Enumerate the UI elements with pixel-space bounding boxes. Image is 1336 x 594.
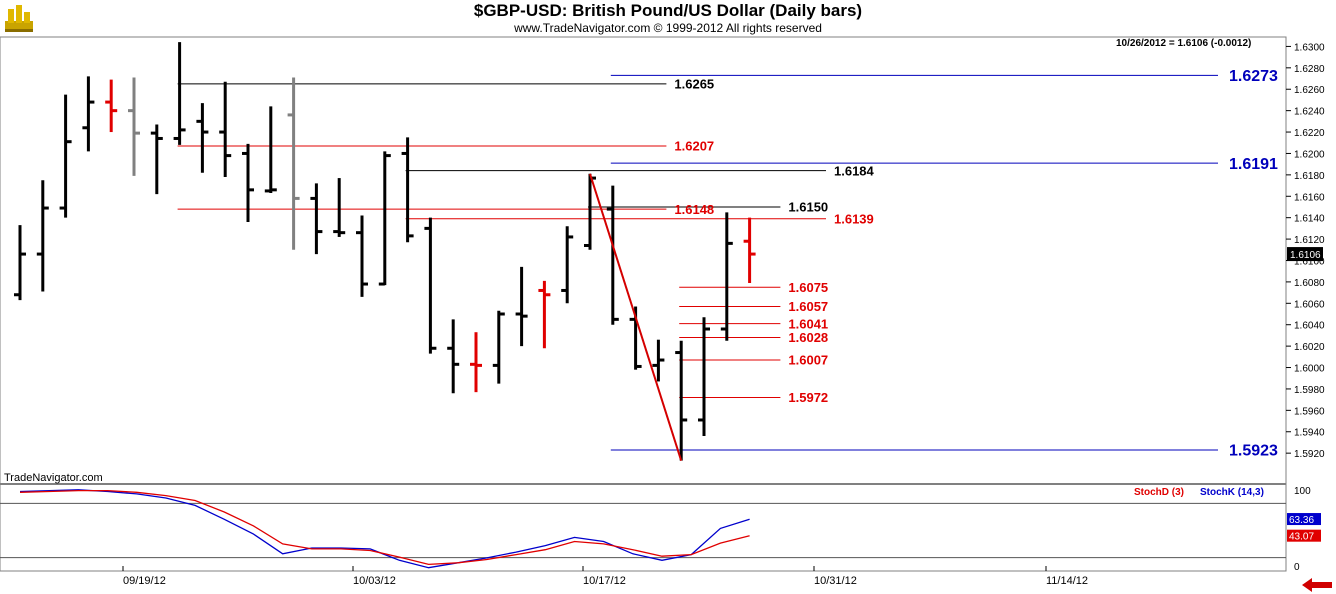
y-tick-label: 1.5940 [1294,428,1325,439]
y-tick-label: 1.6240 [1294,107,1325,118]
x-tick-label: 09/19/12 [123,575,166,587]
chart-frame [0,36,1287,572]
ohlc-bar [356,215,368,297]
y-tick-label: 1.6300 [1294,42,1325,53]
ohlc-bar [675,340,688,461]
stoch-tick-label: 0 [1294,562,1300,573]
stoch-value-tag [1287,529,1321,542]
watermark: TradeNavigator.com [4,472,103,484]
ohlc-bar [219,81,232,178]
y-tick-label: 1.6120 [1294,235,1325,246]
ohlc-bar [698,317,710,437]
level-label: 1.5923 [1229,443,1278,460]
support-resistance-levels: 1.6273 1.6265 1.6207 1.6191 1.6184 1.6150 1.61… [177,68,1278,460]
level-label: 1.6273 [1229,68,1278,85]
ohlc-bar [652,339,665,382]
level-label: 1.6207 [674,139,714,154]
last-price-tag: 1.6106 [1287,247,1323,262]
y-tick-label: 1.5920 [1294,449,1325,460]
y-tick-label: 1.6220 [1294,128,1325,139]
ohlc-bar [424,217,437,354]
ohlc-bar [492,310,505,384]
trendline [589,173,683,461]
level-label: 1.6265 [674,77,714,92]
x-tick-label: 10/31/12 [814,575,857,587]
stoch-legend: StochD (3) StochK (14,3) [1134,487,1264,498]
level-label: 1.6191 [1229,156,1278,173]
level-label: 1.6150 [788,200,828,215]
y-tick-label: 1.6140 [1294,214,1325,225]
date-axis: 09/19/12 10/03/12 10/17/12 10/31/12 11/14/12 [122,566,1088,587]
ohlc-bar [287,77,300,250]
stoch-value-label: 63.36 [1289,515,1314,526]
y-tick-label: 1.6020 [1294,342,1325,353]
y-tick-label: 1.6180 [1294,171,1325,182]
ohlc-bar [82,76,95,152]
ohlc-bar [515,266,528,347]
ohlc-bar [242,143,254,222]
scroll-right-arrow-icon[interactable] [1298,577,1334,593]
stochk-legend: StochK (14,3) [1200,487,1264,498]
ohlc-bar [378,151,391,286]
level-label: 1.6028 [788,330,828,345]
chart-subtitle: www.TradeNavigator.com © 1999-2012 All r… [514,21,822,35]
ohlc-bars [14,42,756,461]
ohlc-bar [470,332,482,393]
ohlc-bar [105,79,118,133]
stoch-line-k [19,489,750,569]
stoch-tick-label: 100 [1294,486,1311,497]
y-tick-label: 1.6280 [1294,64,1325,75]
ohlc-bar [333,178,346,237]
y-tick-label: 1.6040 [1294,321,1325,332]
info-label: 10/26/2012 = 1.6106 (-0.0012) [1116,38,1251,49]
ohlc-bar [36,180,49,292]
y-tick-label: 1.6080 [1294,278,1325,289]
y-tick-label: 1.5980 [1294,385,1325,396]
ohlc-bar [401,137,414,243]
stoch-value-label: 43.07 [1289,532,1314,543]
ohlc-bar [173,42,186,145]
last-price-label: 1.6106 [1290,250,1321,261]
ohlc-bar [743,217,756,283]
chart-header: $GBP-USD: British Pound/US Dollar (Daily… [0,0,1336,37]
ohlc-bar [196,103,209,173]
y-tick-label: 1.6260 [1294,85,1325,96]
x-tick-label: 11/14/12 [1046,575,1088,587]
ohlc-bar [59,94,72,218]
ohlc-bar [150,124,163,195]
y-tick-label: 1.6000 [1294,364,1325,375]
stochastic-pane: 100 0 63.36 43.07 [0,486,1321,573]
ohlc-bar [606,185,619,325]
ohlc-bar [538,280,551,349]
chart-title: $GBP-USD: British Pound/US Dollar (Daily… [473,1,863,20]
ohlc-bar [128,77,140,176]
trendline-segment [589,173,683,461]
level-label: 1.6148 [674,202,714,217]
level-label: 1.6007 [788,353,828,368]
ohlc-bar [720,212,733,341]
stochd-legend: StochD (3) [1134,487,1184,498]
ohlc-bar [447,319,460,394]
level-label: 1.6041 [788,316,828,331]
level-label: 1.6057 [788,299,828,314]
ohlc-bar [14,225,26,301]
level-label: 1.6075 [788,280,828,295]
ohlc-bar [561,226,574,304]
x-tick-label: 10/17/12 [583,575,626,587]
y-tick-label: 1.6060 [1294,299,1325,310]
level-label: 1.5972 [788,390,828,405]
ohlc-bar [264,106,277,194]
y-tick-label: 1.6200 [1294,149,1325,160]
trade-navigator-logo-icon [5,5,33,32]
y-tick-label: 1.6100 [1294,256,1325,267]
level-label: 1.6184 [834,163,875,178]
x-tick-label: 10/03/12 [353,575,396,587]
ohlc-bar [310,183,323,255]
y-tick-label: 1.6160 [1294,192,1325,203]
stoch-value-tag [1287,513,1321,526]
stoch-line-d [19,489,750,566]
y-tick-label: 1.5960 [1294,406,1325,417]
level-label: 1.6139 [834,211,874,226]
